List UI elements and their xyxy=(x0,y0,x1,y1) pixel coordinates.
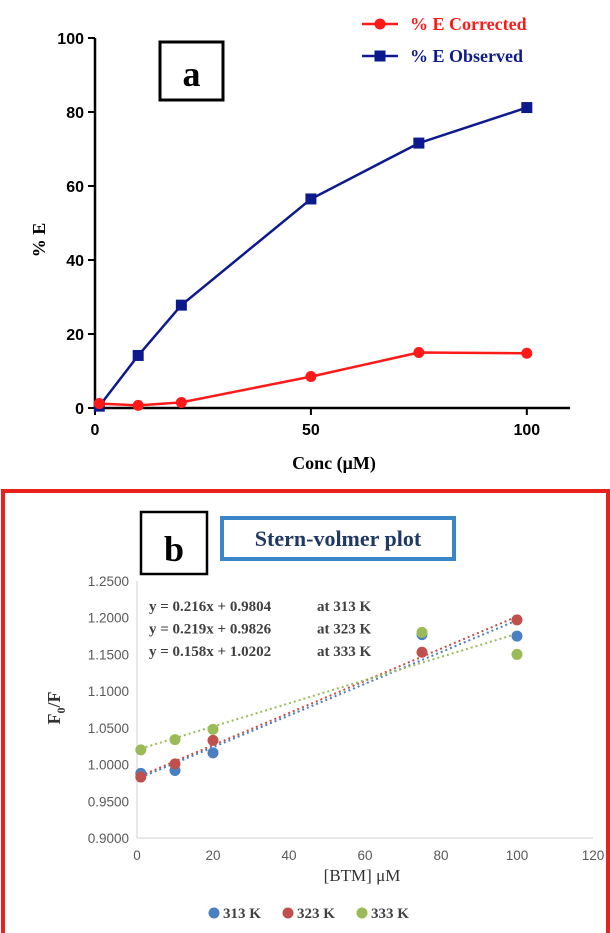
legend-marker-e-corrected xyxy=(374,18,386,30)
panel-a-ticks: 0 20 40 60 80 100 0 50 100 xyxy=(57,31,540,439)
panel-b-y-tick-label: 1.1500 xyxy=(88,647,129,662)
legend-label-333-k: 333 K xyxy=(371,906,409,922)
data-point-e-observed xyxy=(305,193,317,205)
panel-a-y-tick-label: 40 xyxy=(66,253,84,270)
data-point-e-corrected xyxy=(305,371,317,383)
panel-a-y-tick-label: 0 xyxy=(75,401,84,418)
data-point-333-k xyxy=(207,723,219,735)
legend-label-e-corrected: % E Corrected xyxy=(410,14,527,34)
panel-b-x-tick-label: 120 xyxy=(582,848,605,863)
panel-a-x-axis-label: Conc (μM) xyxy=(292,453,376,474)
panel-a: a 0 20 40 60 80 100 0 50 100 Conc (μM) % E % E C… xyxy=(29,14,570,474)
equation-text: y = 0.219x + 0.9826 xyxy=(149,622,272,638)
data-point-313-k xyxy=(207,747,219,759)
panel-a-legend: % E Corrected % E Observed xyxy=(362,14,527,66)
equation-temperature: at 323 K xyxy=(317,622,371,638)
data-point-323-k xyxy=(416,646,428,658)
panel-a-y-tick-label: 100 xyxy=(57,31,84,48)
data-point-333-k xyxy=(511,648,523,660)
data-point-333-k xyxy=(416,626,428,638)
data-point-e-observed xyxy=(413,137,425,149)
panel-a-y-tick-label: 60 xyxy=(66,179,84,196)
equation-text: y = 0.158x + 1.0202 xyxy=(149,644,271,660)
panel-a-label: a xyxy=(183,54,201,94)
panel-a-series xyxy=(93,102,533,412)
data-point-e-corrected xyxy=(521,347,533,359)
panel-b-label: b xyxy=(164,529,184,569)
series-line-e-corrected xyxy=(99,351,527,407)
data-point-323-k xyxy=(207,734,219,746)
trendline-323-k xyxy=(140,615,518,777)
data-point-e-corrected xyxy=(93,398,105,410)
data-point-333-k xyxy=(135,744,147,756)
legend-marker-323-k xyxy=(282,907,294,919)
data-point-e-corrected xyxy=(132,399,144,411)
panel-b-y-tick-label: 0.9000 xyxy=(88,831,129,846)
panel-b-equations: y = 0.216x + 0.9804 at 313 K y = 0.219x + … xyxy=(149,599,371,660)
data-point-333-k xyxy=(169,734,181,746)
legend-marker-333-k xyxy=(356,907,368,919)
panel-b-x-tick-label: 20 xyxy=(205,848,220,863)
equation-temperature: at 313 K xyxy=(317,599,371,615)
panel-b-title: Stern-volmer plot xyxy=(255,526,422,551)
data-point-323-k xyxy=(135,771,147,783)
panel-b-x-tick-label: 0 xyxy=(133,848,141,863)
data-point-e-corrected xyxy=(175,396,187,408)
panel-a-y-axis-label: % E xyxy=(29,223,49,258)
panel-b-x-axis-label: [BTM] μM xyxy=(324,866,401,885)
panel-b-red-frame xyxy=(1,489,610,933)
panel-b-trendlines xyxy=(140,615,518,779)
panel-b-y-tick-label: 1.2000 xyxy=(88,611,129,626)
data-point-e-observed xyxy=(132,349,144,361)
data-point-e-observed xyxy=(521,102,533,114)
series-line-e-observed xyxy=(98,106,528,407)
panel-b-y-tick-label: 1.0500 xyxy=(88,721,129,736)
legend-marker-e-observed xyxy=(374,50,386,62)
panel-b-legend: 313 K 323 K 333 K xyxy=(208,906,409,922)
equation-temperature: at 333 K xyxy=(317,644,371,660)
data-point-e-observed xyxy=(175,299,187,311)
panel-b-y-tick-label: 0.9500 xyxy=(88,794,129,809)
data-point-e-corrected xyxy=(413,347,425,358)
panel-a-x-tick-label: 0 xyxy=(91,422,100,439)
panel-b-ticks: 0.9000 0.9500 1.0000 1.0500 1.1000 1.1500 1.20… xyxy=(88,574,605,863)
data-point-313-k xyxy=(511,630,523,642)
panel-b-x-tick-label: 60 xyxy=(357,848,372,863)
panel-b: b Stern-volmer plot 0.9000 0.9500 1.0000 1.… xyxy=(1,489,610,933)
legend-marker-313-k xyxy=(208,907,220,919)
panel-b-x-tick-label: 100 xyxy=(506,848,529,863)
equation-text: y = 0.216x + 0.9804 xyxy=(149,599,272,615)
panel-a-label-box: a xyxy=(158,40,225,102)
legend-label-323-k: 323 K xyxy=(297,906,335,922)
legend-label-313-k: 313 K xyxy=(223,906,261,922)
panel-a-x-tick-label: 50 xyxy=(302,422,320,439)
panel-b-y-tick-label: 1.2500 xyxy=(88,574,129,589)
panel-b-series xyxy=(135,614,523,783)
panel-b-label-box: b xyxy=(139,510,209,576)
panel-a-y-tick-label: 20 xyxy=(66,327,84,344)
panel-b-x-tick-label: 80 xyxy=(433,848,448,863)
panel-b-axes xyxy=(136,581,593,839)
panel-b-y-tick-label: 1.1000 xyxy=(88,684,129,699)
trendline-333-k xyxy=(140,632,518,750)
panel-b-y-tick-label: 1.0000 xyxy=(88,758,129,773)
panel-b-x-tick-label: 40 xyxy=(281,848,296,863)
data-point-323-k xyxy=(169,758,181,770)
panel-a-y-tick-label: 80 xyxy=(66,105,84,122)
panel-b-title-box: Stern-volmer plot xyxy=(220,516,456,561)
data-point-323-k xyxy=(511,614,523,626)
panel-a-x-tick-label: 100 xyxy=(513,422,540,439)
panel-b-y-axis-label: F0/F xyxy=(44,691,68,724)
legend-label-e-observed: % E Observed xyxy=(410,46,523,66)
panel-a-axes xyxy=(93,38,570,410)
